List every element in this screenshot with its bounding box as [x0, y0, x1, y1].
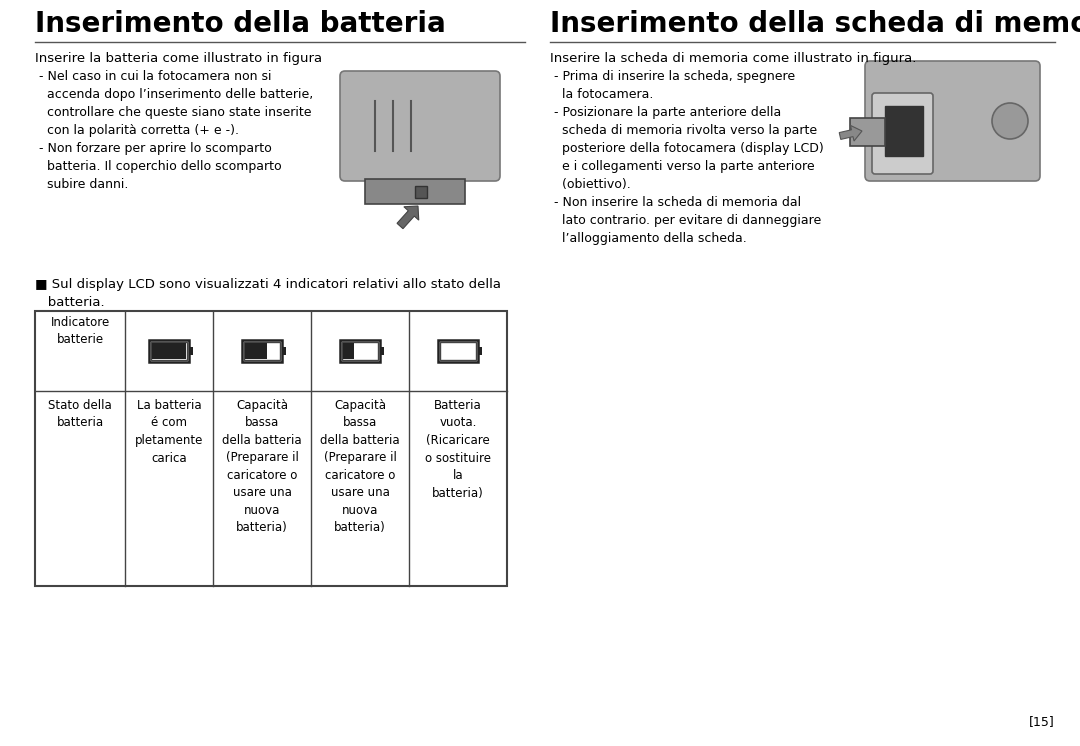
Text: [15]: [15]	[1029, 715, 1055, 728]
Text: Inserimento della batteria: Inserimento della batteria	[35, 10, 446, 38]
Bar	[380, 347, 384, 355]
Bar	[35, 311, 507, 586]
Bar	[885, 106, 923, 156]
Bar	[415, 186, 427, 198]
Text: Stato della
batteria: Stato della batteria	[49, 399, 112, 430]
FancyBboxPatch shape	[872, 93, 933, 174]
Text: Inserimento della scheda di memoria: Inserimento della scheda di memoria	[550, 10, 1080, 38]
Text: Indicatore
batterie: Indicatore batterie	[51, 316, 110, 346]
Bar	[149, 340, 189, 362]
Bar	[365, 179, 465, 204]
FancyBboxPatch shape	[865, 61, 1040, 181]
Bar	[440, 342, 476, 360]
Text: Capacità
bassa
della batteria
(Preparare il
caricatore o
usare una
nuova
batteri: Capacità bassa della batteria (Preparare…	[222, 399, 301, 534]
Text: - Prima di inserire la scheda, spegnere
   la fotocamera.
 - Posizionare la part: - Prima di inserire la scheda, spegnere …	[550, 70, 824, 245]
FancyBboxPatch shape	[340, 71, 500, 181]
Bar	[244, 342, 280, 360]
Text: ■ Sul display LCD sono visualizzati 4 indicatori relativi allo stato della
   ba: ■ Sul display LCD sono visualizzati 4 in…	[35, 278, 501, 309]
Bar	[438, 340, 478, 362]
Bar	[343, 343, 354, 359]
Bar	[850, 118, 885, 146]
Text: - Nel caso in cui la fotocamera non si
   accenda dopo l’inserimento delle batte: - Nel caso in cui la fotocamera non si a…	[35, 70, 313, 191]
Circle shape	[993, 103, 1028, 139]
FancyArrow shape	[839, 125, 862, 141]
Bar	[340, 340, 380, 362]
Bar	[151, 342, 187, 360]
Bar	[342, 342, 378, 360]
Bar	[245, 343, 267, 359]
Text: Batteria
vuota.
(Ricaricare
o sostituire
la
batteria): Batteria vuota. (Ricaricare o sostituire…	[426, 399, 491, 500]
Bar	[478, 347, 482, 355]
Text: La batteria
é com
pletamente
carica: La batteria é com pletamente carica	[135, 399, 203, 465]
Bar	[242, 340, 282, 362]
Bar	[189, 347, 193, 355]
Text: Inserire la scheda di memoria come illustrato in figura.: Inserire la scheda di memoria come illus…	[550, 52, 916, 65]
Text: Capacità
bassa
della batteria
(Preparare il
caricatore o
usare una
nuova
batteri: Capacità bassa della batteria (Preparare…	[320, 399, 400, 534]
Bar	[282, 347, 286, 355]
Text: Inserire la batteria come illustrato in figura: Inserire la batteria come illustrato in …	[35, 52, 322, 65]
Bar	[152, 343, 186, 359]
FancyArrow shape	[397, 206, 419, 229]
